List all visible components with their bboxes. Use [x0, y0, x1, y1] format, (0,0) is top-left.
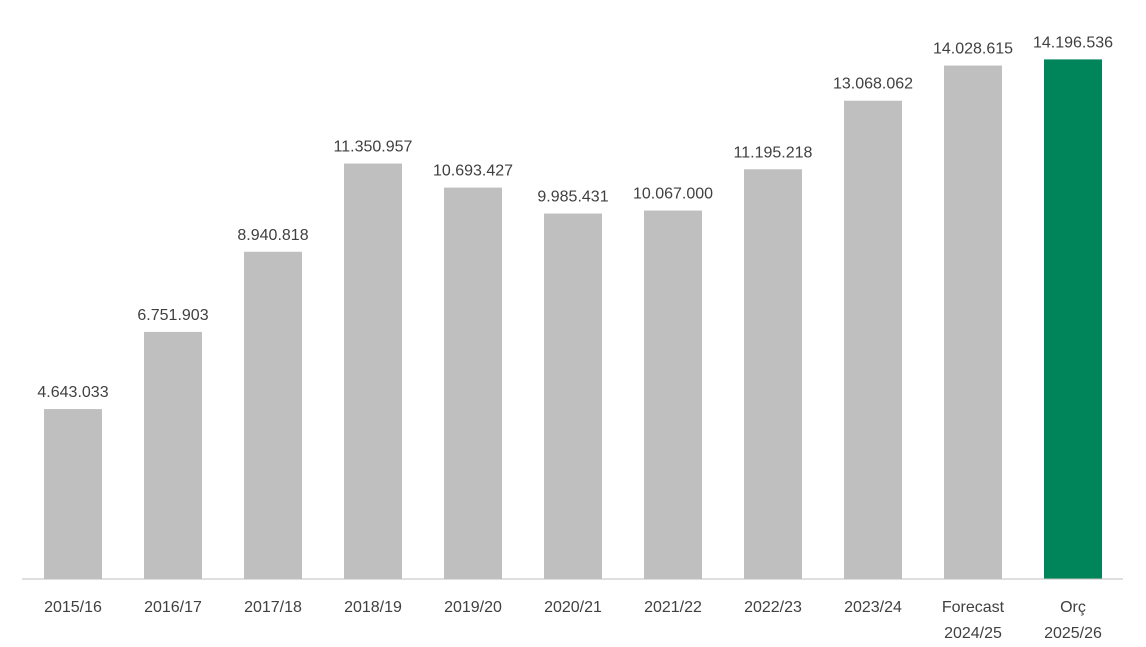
- value-label: 14.028.615: [933, 41, 1013, 58]
- x-tick-label: 2016/17: [144, 599, 202, 616]
- bar: [444, 187, 502, 579]
- bar: [144, 331, 202, 579]
- x-tick-label: 2017/18: [244, 599, 302, 616]
- bar: [44, 409, 102, 579]
- x-tick-label: 2018/19: [344, 599, 402, 616]
- value-label: 6.751.903: [137, 307, 208, 324]
- bar: [344, 163, 402, 579]
- value-label: 11.350.957: [334, 139, 413, 156]
- bar: [944, 65, 1002, 580]
- bar: [844, 100, 902, 580]
- value-label: 8.940.818: [237, 227, 308, 244]
- value-label: 14.196.536: [1033, 34, 1113, 51]
- x-tick-label: 2015/16: [44, 599, 102, 616]
- value-label: 10.693.427: [433, 163, 513, 180]
- value-label: 11.195.218: [734, 144, 813, 161]
- value-label: 10.067.000: [633, 186, 713, 203]
- x-tick-label: 2021/22: [644, 599, 702, 616]
- x-tick-label: 2020/21: [544, 599, 602, 616]
- bar: [644, 210, 702, 580]
- x-tick-label: Orç 2025/26: [1044, 599, 1102, 642]
- bar: [544, 213, 602, 580]
- value-label: 13.068.062: [833, 76, 913, 93]
- x-tick-label: 2023/24: [844, 599, 902, 616]
- x-tick-label: 2019/20: [444, 599, 502, 616]
- x-tick-label: 2022/23: [744, 599, 802, 616]
- value-label: 9.985.431: [537, 189, 608, 206]
- bar: [1044, 59, 1102, 579]
- value-label: 4.643.033: [37, 384, 108, 401]
- bar: [244, 251, 302, 580]
- bar: [744, 169, 802, 580]
- x-tick-label: Forecast 2024/25: [942, 599, 1005, 642]
